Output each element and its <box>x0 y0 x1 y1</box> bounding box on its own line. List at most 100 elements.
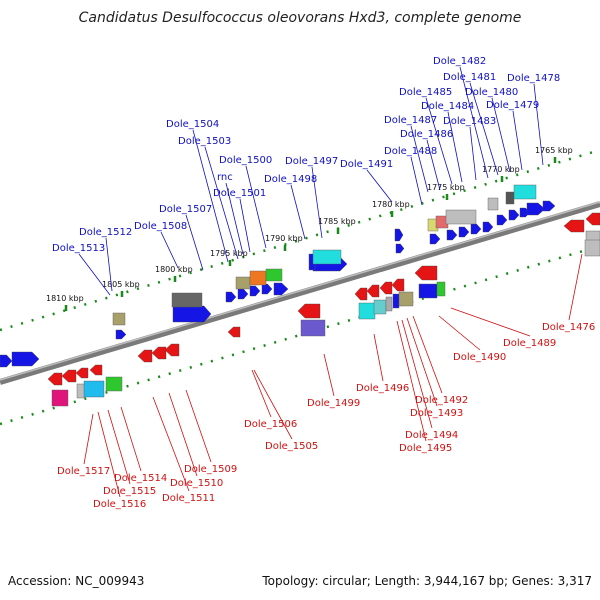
reverse-gene-arrow <box>137 349 153 363</box>
forward-gene-leader-line <box>426 139 441 191</box>
ruler-tick-label: 1790 kbp <box>265 234 303 243</box>
reverse-gene-label: Dole_1509 <box>184 464 237 475</box>
forward-gene-arrow <box>482 221 494 233</box>
forward-gene-label: Dole_1482 <box>433 56 486 67</box>
forward-gene-block <box>265 268 283 282</box>
forward-gene-arrow <box>542 200 556 212</box>
forward-gene-leader-line <box>192 129 229 263</box>
reverse-gene-leader-line <box>83 413 94 465</box>
genome-backbone-highlight <box>0 201 600 381</box>
forward-gene-arrow <box>526 202 546 216</box>
reverse-gene-arrow <box>366 284 380 298</box>
reverse-gene-leader-line <box>412 315 443 394</box>
forward-gene-label: Dole_1513 <box>52 243 105 254</box>
forward-gene-label: Dole_1481 <box>443 72 496 83</box>
forward-gene-leader-line <box>469 126 477 181</box>
forward-gene-leader-line <box>533 83 544 166</box>
forward-gene-leader-line <box>185 214 204 271</box>
reverse-gene-leader-line <box>152 396 190 492</box>
reverse-gene-leader-line <box>323 353 335 397</box>
reverse-gene-label: Dole_1499 <box>307 398 360 409</box>
forward-gene-label: Dole_1507 <box>159 204 212 215</box>
forward-gene-leader-line <box>410 156 423 206</box>
reverse-gene-block <box>105 376 123 392</box>
forward-gene-label: Dole_1480 <box>465 87 518 98</box>
forward-gene-leader-line <box>469 82 499 176</box>
ruler-tick-label: 1810 kbp <box>46 294 84 303</box>
reverse-gene-block <box>373 299 387 315</box>
reverse-gene-label: Dole_1516 <box>93 499 146 510</box>
forward-gene-leader-line <box>311 166 323 239</box>
reverse-gene-label: Dole_1495 <box>399 443 452 454</box>
reverse-gene-labels: Dole_1517Dole_1516Dole_1515Dole_1514Dole… <box>57 253 595 510</box>
reverse-gene-label: Dole_1505 <box>265 441 318 452</box>
forward-gene-leader-line <box>225 182 244 255</box>
forward-gene-leader-line <box>160 231 179 269</box>
reverse-gene-arrow <box>47 372 63 386</box>
reverse-gene-arrow <box>391 278 405 292</box>
reverse-gene-label: Dole_1510 <box>170 478 223 489</box>
forward-gene-leader-line <box>105 237 113 292</box>
reverse-gene-arrow <box>227 326 241 338</box>
forward-gene-block <box>505 191 515 205</box>
ruler-tick-label: 1785 kbp <box>318 217 356 226</box>
forward-gene-arrow <box>470 223 482 235</box>
reverse-gene-block <box>51 389 69 407</box>
forward-gene-arrow <box>273 282 289 296</box>
forward-gene-label: rnc <box>217 172 233 183</box>
forward-gene-label: Dole_1500 <box>219 155 272 166</box>
reverse-gene-block <box>300 319 326 337</box>
reverse-gene-label: Dole_1496 <box>356 383 409 394</box>
forward-gene-label: Dole_1485 <box>399 87 452 98</box>
forward-gene-arrow <box>429 233 441 245</box>
reverse-gene-leader-line <box>568 253 583 321</box>
forward-gene-label: Dole_1504 <box>166 119 219 130</box>
forward-gene-label: Dole_1484 <box>421 101 474 112</box>
forward-gene-block <box>235 276 251 290</box>
forward-gene-block <box>312 249 342 265</box>
ruler-tick-label: 1775 kbp <box>427 183 465 192</box>
reverse-gene-block <box>436 281 446 297</box>
forward-gene-leader-line <box>447 111 463 183</box>
reverse-gene-arrow <box>354 287 368 301</box>
forward-gene-leader-line <box>78 253 111 296</box>
forward-gene-arrow <box>225 291 237 303</box>
reverse-ruler-line <box>0 244 600 426</box>
reverse-gene-leader-line <box>251 369 272 418</box>
reverse-gene-leader-line <box>168 392 198 477</box>
reverse-gene-block <box>584 239 600 257</box>
reverse-gene-arrow <box>89 364 103 376</box>
forward-gene-leader-line <box>290 184 306 240</box>
forward-gene-leader-line <box>410 125 429 193</box>
forward-gene-arrow <box>458 226 470 238</box>
reverse-gene-label: Dole_1490 <box>453 352 506 363</box>
reverse-gene-leader-line <box>406 317 438 407</box>
reverse-gene-block <box>83 380 105 398</box>
forward-gene-block <box>249 270 267 286</box>
reverse-gene-block <box>398 291 414 307</box>
forward-gene-label: Dole_1498 <box>264 174 317 185</box>
forward-gene-label: Dole_1479 <box>486 100 539 111</box>
gene-features <box>0 184 600 407</box>
ruler-tick-label: 1805 kbp <box>102 280 140 289</box>
forward-gene-label: Dole_1508 <box>134 221 187 232</box>
ruler-tick-label: 1800 kbp <box>155 265 193 274</box>
reverse-gene-leader-line <box>450 307 531 337</box>
forward-gene-label: Dole_1483 <box>443 116 496 127</box>
forward-gene-leader-line <box>366 169 393 203</box>
reverse-gene-arrow <box>563 219 585 233</box>
forward-gene-leader-line <box>512 110 523 171</box>
forward-gene-label: Dole_1486 <box>400 129 453 140</box>
forward-gene-label: Dole_1497 <box>285 156 338 167</box>
reverse-gene-leader-line <box>401 319 433 429</box>
reverse-gene-leader-line <box>185 389 212 463</box>
forward-gene-block <box>445 209 477 225</box>
forward-gene-arrow <box>496 214 508 226</box>
ruler-tick-label: 1770 kbp <box>482 165 520 174</box>
forward-gene-leader-line <box>204 146 239 260</box>
forward-gene-label: Dole_1512 <box>79 227 132 238</box>
reverse-gene-label: Dole_1515 <box>103 486 156 497</box>
